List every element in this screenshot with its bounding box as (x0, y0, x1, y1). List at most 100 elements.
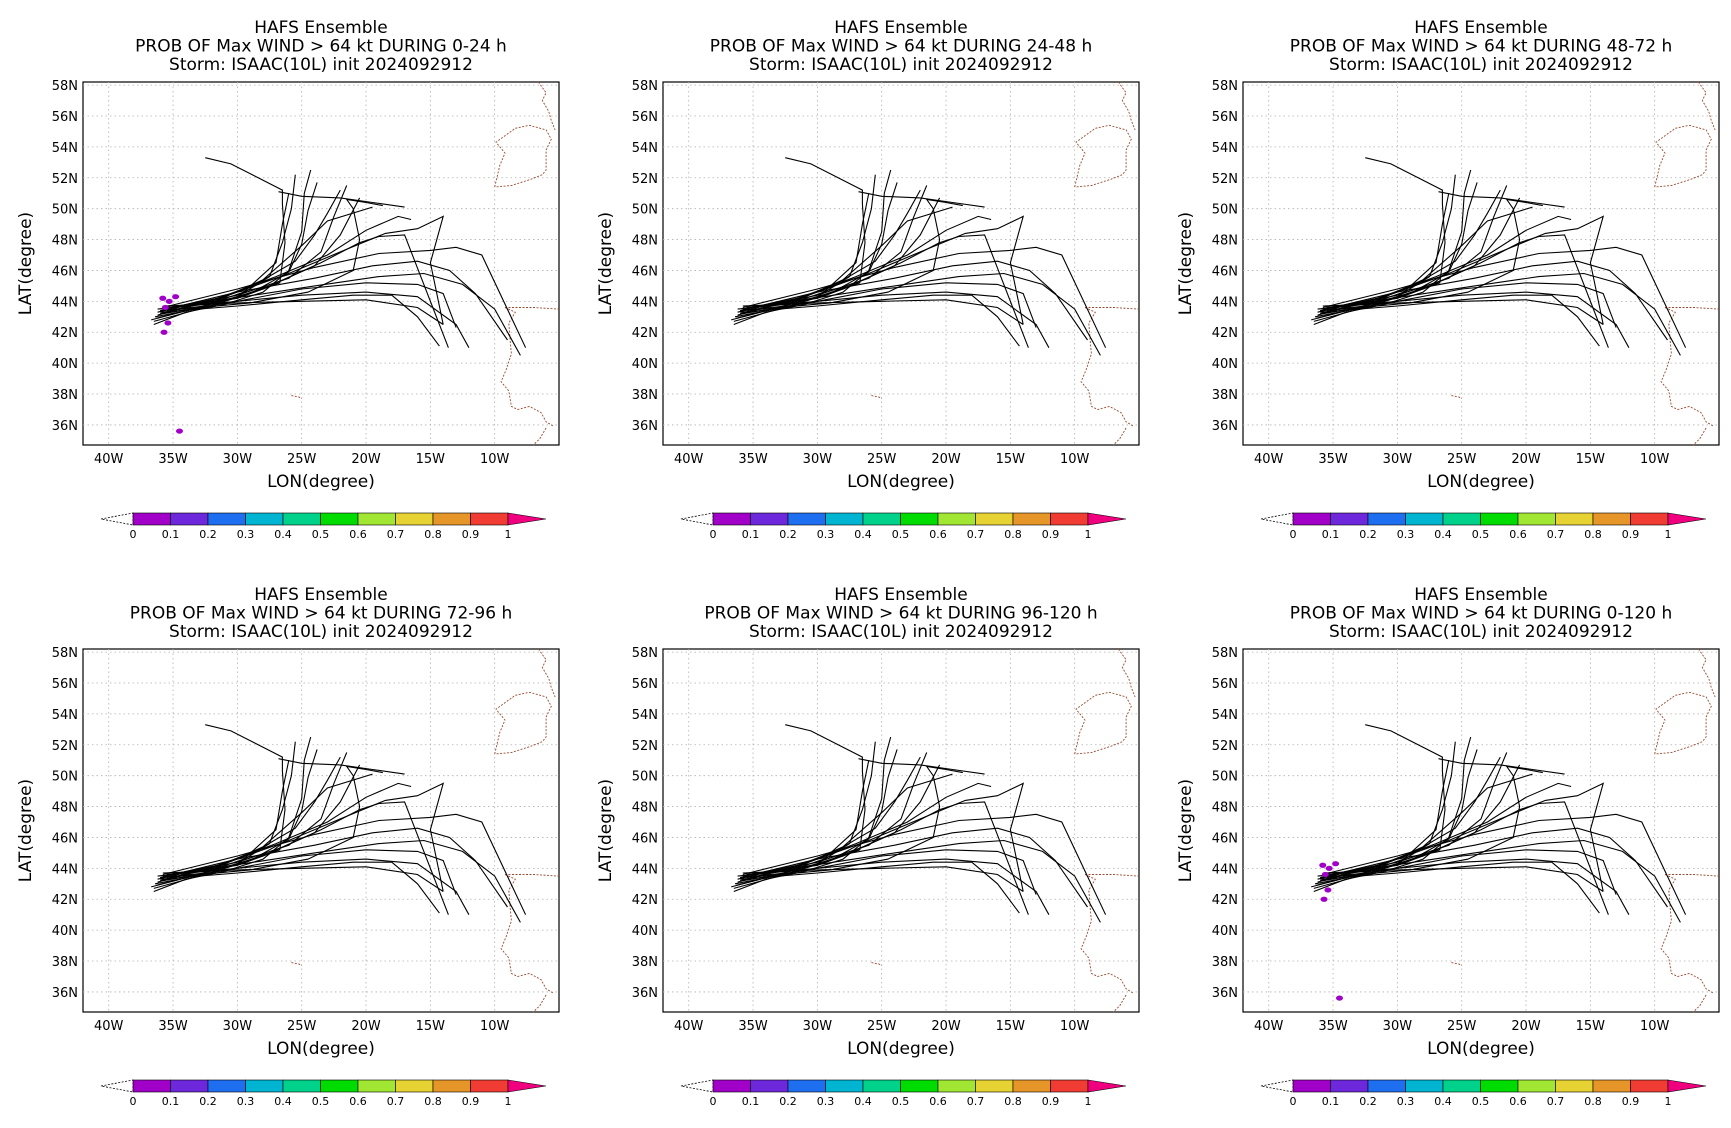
panel-title-line-3: Storm: ISAAC(10L) init 2024092912 (749, 622, 1053, 642)
coastline (1085, 307, 1140, 310)
colorbar-label: 0.8 (1584, 528, 1602, 541)
lat-tick-label: 40N (1212, 357, 1238, 372)
colorbar-label: 0.8 (1004, 528, 1022, 541)
lon-tick-label: 35W (1318, 452, 1348, 467)
y-axis-label: LAT(degree) (596, 212, 616, 315)
colorbar-label: 0.8 (1004, 1095, 1022, 1108)
colorbar-over-arrow (507, 1079, 547, 1093)
coastline (1665, 307, 1720, 310)
lon-tick-label: 40W (674, 1019, 704, 1034)
coastline (291, 395, 302, 400)
lon-tick-label: 10W (1060, 1019, 1090, 1034)
colorbar-under-arrow (100, 512, 134, 526)
lon-tick-label: 35W (738, 1019, 768, 1034)
coastline (505, 874, 560, 877)
colorbar-label: 1 (1665, 528, 1672, 541)
ensemble-track (737, 782, 1025, 892)
colorbar-bin (1012, 512, 1051, 526)
colorbar-bin (470, 1079, 509, 1093)
panel-title-line-3: Storm: ISAAC(10L) init 2024092912 (169, 55, 473, 75)
lon-tick-label: 20W (1511, 1019, 1541, 1034)
lon-tick-label: 15W (416, 452, 446, 467)
ensemble-track (157, 291, 470, 348)
colorbar-bin (1050, 1079, 1089, 1093)
ensemble-track (1320, 294, 1600, 347)
lat-tick-label: 44N (632, 862, 658, 877)
colorbar-bin (975, 1079, 1014, 1093)
x-axis-label: LON(degree) (267, 1039, 375, 1059)
x-axis-label: LON(degree) (267, 472, 375, 492)
ensemble-track (740, 294, 1020, 347)
lat-tick-label: 56N (1212, 677, 1238, 692)
colorbar-label: 0.5 (312, 1095, 330, 1108)
lat-tick-label: 52N (52, 172, 78, 187)
colorbar-bin (937, 1079, 976, 1093)
lon-tick-label: 25W (1447, 452, 1477, 467)
colorbar-bin (245, 512, 284, 526)
probability-mark (1335, 995, 1343, 1001)
colorbar-over-arrow (1087, 512, 1127, 526)
lat-tick-label: 48N (1212, 234, 1238, 249)
lat-tick-label: 54N (52, 708, 78, 723)
colorbar-bin (1050, 512, 1089, 526)
probability-mark (1319, 862, 1327, 868)
colorbar-label: 0.7 (967, 1095, 985, 1108)
ensemble-track (742, 813, 1107, 915)
lat-tick-label: 36N (52, 419, 78, 434)
colorbar-label: 0.8 (424, 528, 442, 541)
lat-tick-label: 42N (1212, 893, 1238, 908)
lat-tick-label: 54N (1212, 141, 1238, 156)
lon-tick-label: 30W (1383, 452, 1413, 467)
colorbar-bin (712, 512, 751, 526)
lon-tick-label: 40W (1254, 452, 1284, 467)
coastline (532, 427, 547, 446)
lat-tick-label: 50N (1212, 203, 1238, 218)
panel-title-line-1: HAFS Ensemble (1414, 18, 1547, 38)
colorbar-label: 0.7 (387, 1095, 405, 1108)
lat-tick-label: 50N (632, 203, 658, 218)
colorbar-label: 1 (1665, 1095, 1672, 1108)
colorbar-label: 0.6 (349, 1095, 367, 1108)
lat-tick-label: 44N (1212, 295, 1238, 310)
colorbar-bin (320, 512, 359, 526)
lat-tick-label: 48N (52, 801, 78, 816)
probability-mark (1321, 871, 1329, 878)
colorbar-label: 0.2 (199, 528, 217, 541)
lat-tick-label: 52N (1212, 739, 1238, 754)
lon-tick-label: 30W (223, 452, 253, 467)
lon-tick-label: 20W (351, 1019, 381, 1034)
colorbar-label: 0.3 (1397, 1095, 1415, 1108)
ensemble-track (746, 272, 1101, 356)
lat-tick-label: 38N (52, 388, 78, 403)
ensemble-track (157, 215, 445, 325)
ensemble-track (1317, 215, 1605, 325)
map-frame (662, 648, 1140, 1013)
lat-tick-label: 46N (632, 264, 658, 279)
colorbar-under-arrow (680, 1079, 714, 1093)
lat-tick-label: 50N (1212, 770, 1238, 785)
lat-tick-label: 46N (52, 831, 78, 846)
colorbar-label: 0.9 (1042, 1095, 1060, 1108)
colorbar-under-arrow (1260, 1079, 1294, 1093)
y-axis-label: LAT(degree) (16, 212, 36, 315)
ensemble-track (166, 198, 383, 312)
lat-tick-label: 44N (52, 862, 78, 877)
colorbar-bin (320, 1079, 359, 1093)
lat-tick-label: 36N (1212, 419, 1238, 434)
colorbar-label: 0.6 (349, 528, 367, 541)
colorbar-label: 0 (710, 528, 717, 541)
colorbar-bin (1592, 512, 1631, 526)
lat-tick-label: 38N (632, 388, 658, 403)
lon-tick-label: 25W (867, 452, 897, 467)
y-axis-label: LAT(degree) (16, 779, 36, 882)
colorbar-label: 0.5 (312, 528, 330, 541)
colorbar-bin (1592, 1079, 1631, 1093)
colorbar-bin (825, 512, 864, 526)
ensemble-track (160, 260, 508, 341)
lat-tick-label: 44N (52, 295, 78, 310)
panel-title-line-1: HAFS Ensemble (254, 585, 387, 605)
colorbar-label: 0.1 (162, 1095, 180, 1108)
lat-tick-label: 46N (1212, 831, 1238, 846)
